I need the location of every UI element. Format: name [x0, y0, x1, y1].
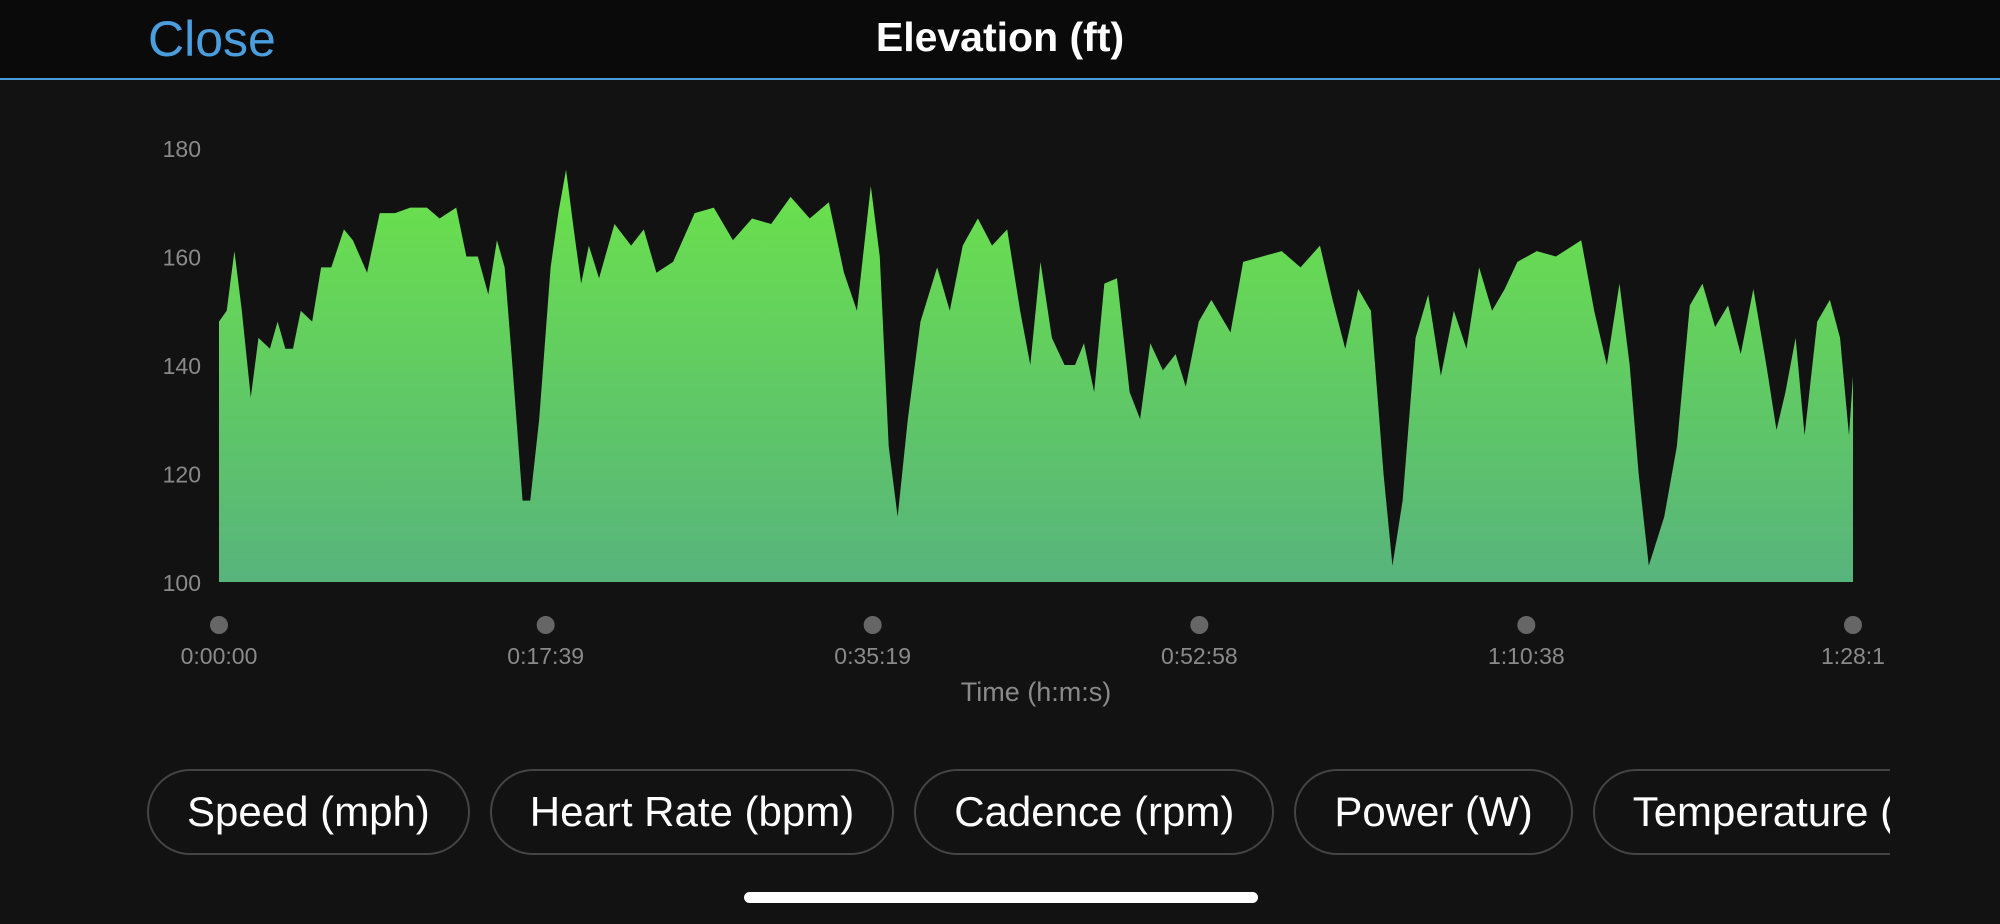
x-tick-dot: [210, 616, 228, 634]
x-tick-label: 0:52:58: [1161, 643, 1238, 669]
tab-strip: Speed (mph) Heart Rate (bpm) Cadence (rpm)…: [147, 769, 1890, 857]
home-indicator: [744, 892, 1258, 903]
x-tick-dot: [1517, 616, 1536, 634]
x-tick-dot: [536, 616, 555, 634]
y-tick-label: 180: [163, 136, 201, 162]
y-tick-label: 140: [163, 353, 201, 379]
close-button[interactable]: Close: [148, 11, 276, 67]
x-tick-dot: [1190, 616, 1209, 634]
x-tick-label: 0:35:19: [834, 643, 911, 669]
screen-title: Elevation (ft): [875, 14, 1125, 60]
x-tick-label: 1:28:1: [1821, 643, 1885, 669]
y-tick-label: 100: [163, 570, 201, 596]
metric-tab[interactable]: Power (W): [1294, 769, 1573, 855]
y-tick-label: 160: [163, 245, 201, 271]
x-tick-label: 0:00:00: [181, 643, 258, 669]
header-bar: Close Elevation (ft): [0, 0, 2000, 80]
y-tick-label: 120: [163, 462, 201, 488]
elevation-area: [219, 169, 1853, 582]
metric-tab[interactable]: Heart Rate (bpm): [489, 769, 895, 855]
metric-tab[interactable]: Cadence (rpm): [914, 769, 1275, 855]
x-axis-label: Time (h:m:s): [961, 677, 1112, 707]
metric-tab[interactable]: Temperature (: [1592, 769, 1890, 855]
x-tick-label: 1:10:38: [1488, 643, 1565, 669]
x-tick-label: 0:17:39: [507, 643, 584, 669]
metric-tab[interactable]: Speed (mph): [147, 769, 470, 855]
chart: 100 120 140 160 180 0:00:00 0:17:39 0:35:19 0:52…: [163, 136, 1885, 707]
x-tick-dot: [1844, 616, 1862, 634]
x-tick-dot: [863, 616, 882, 634]
